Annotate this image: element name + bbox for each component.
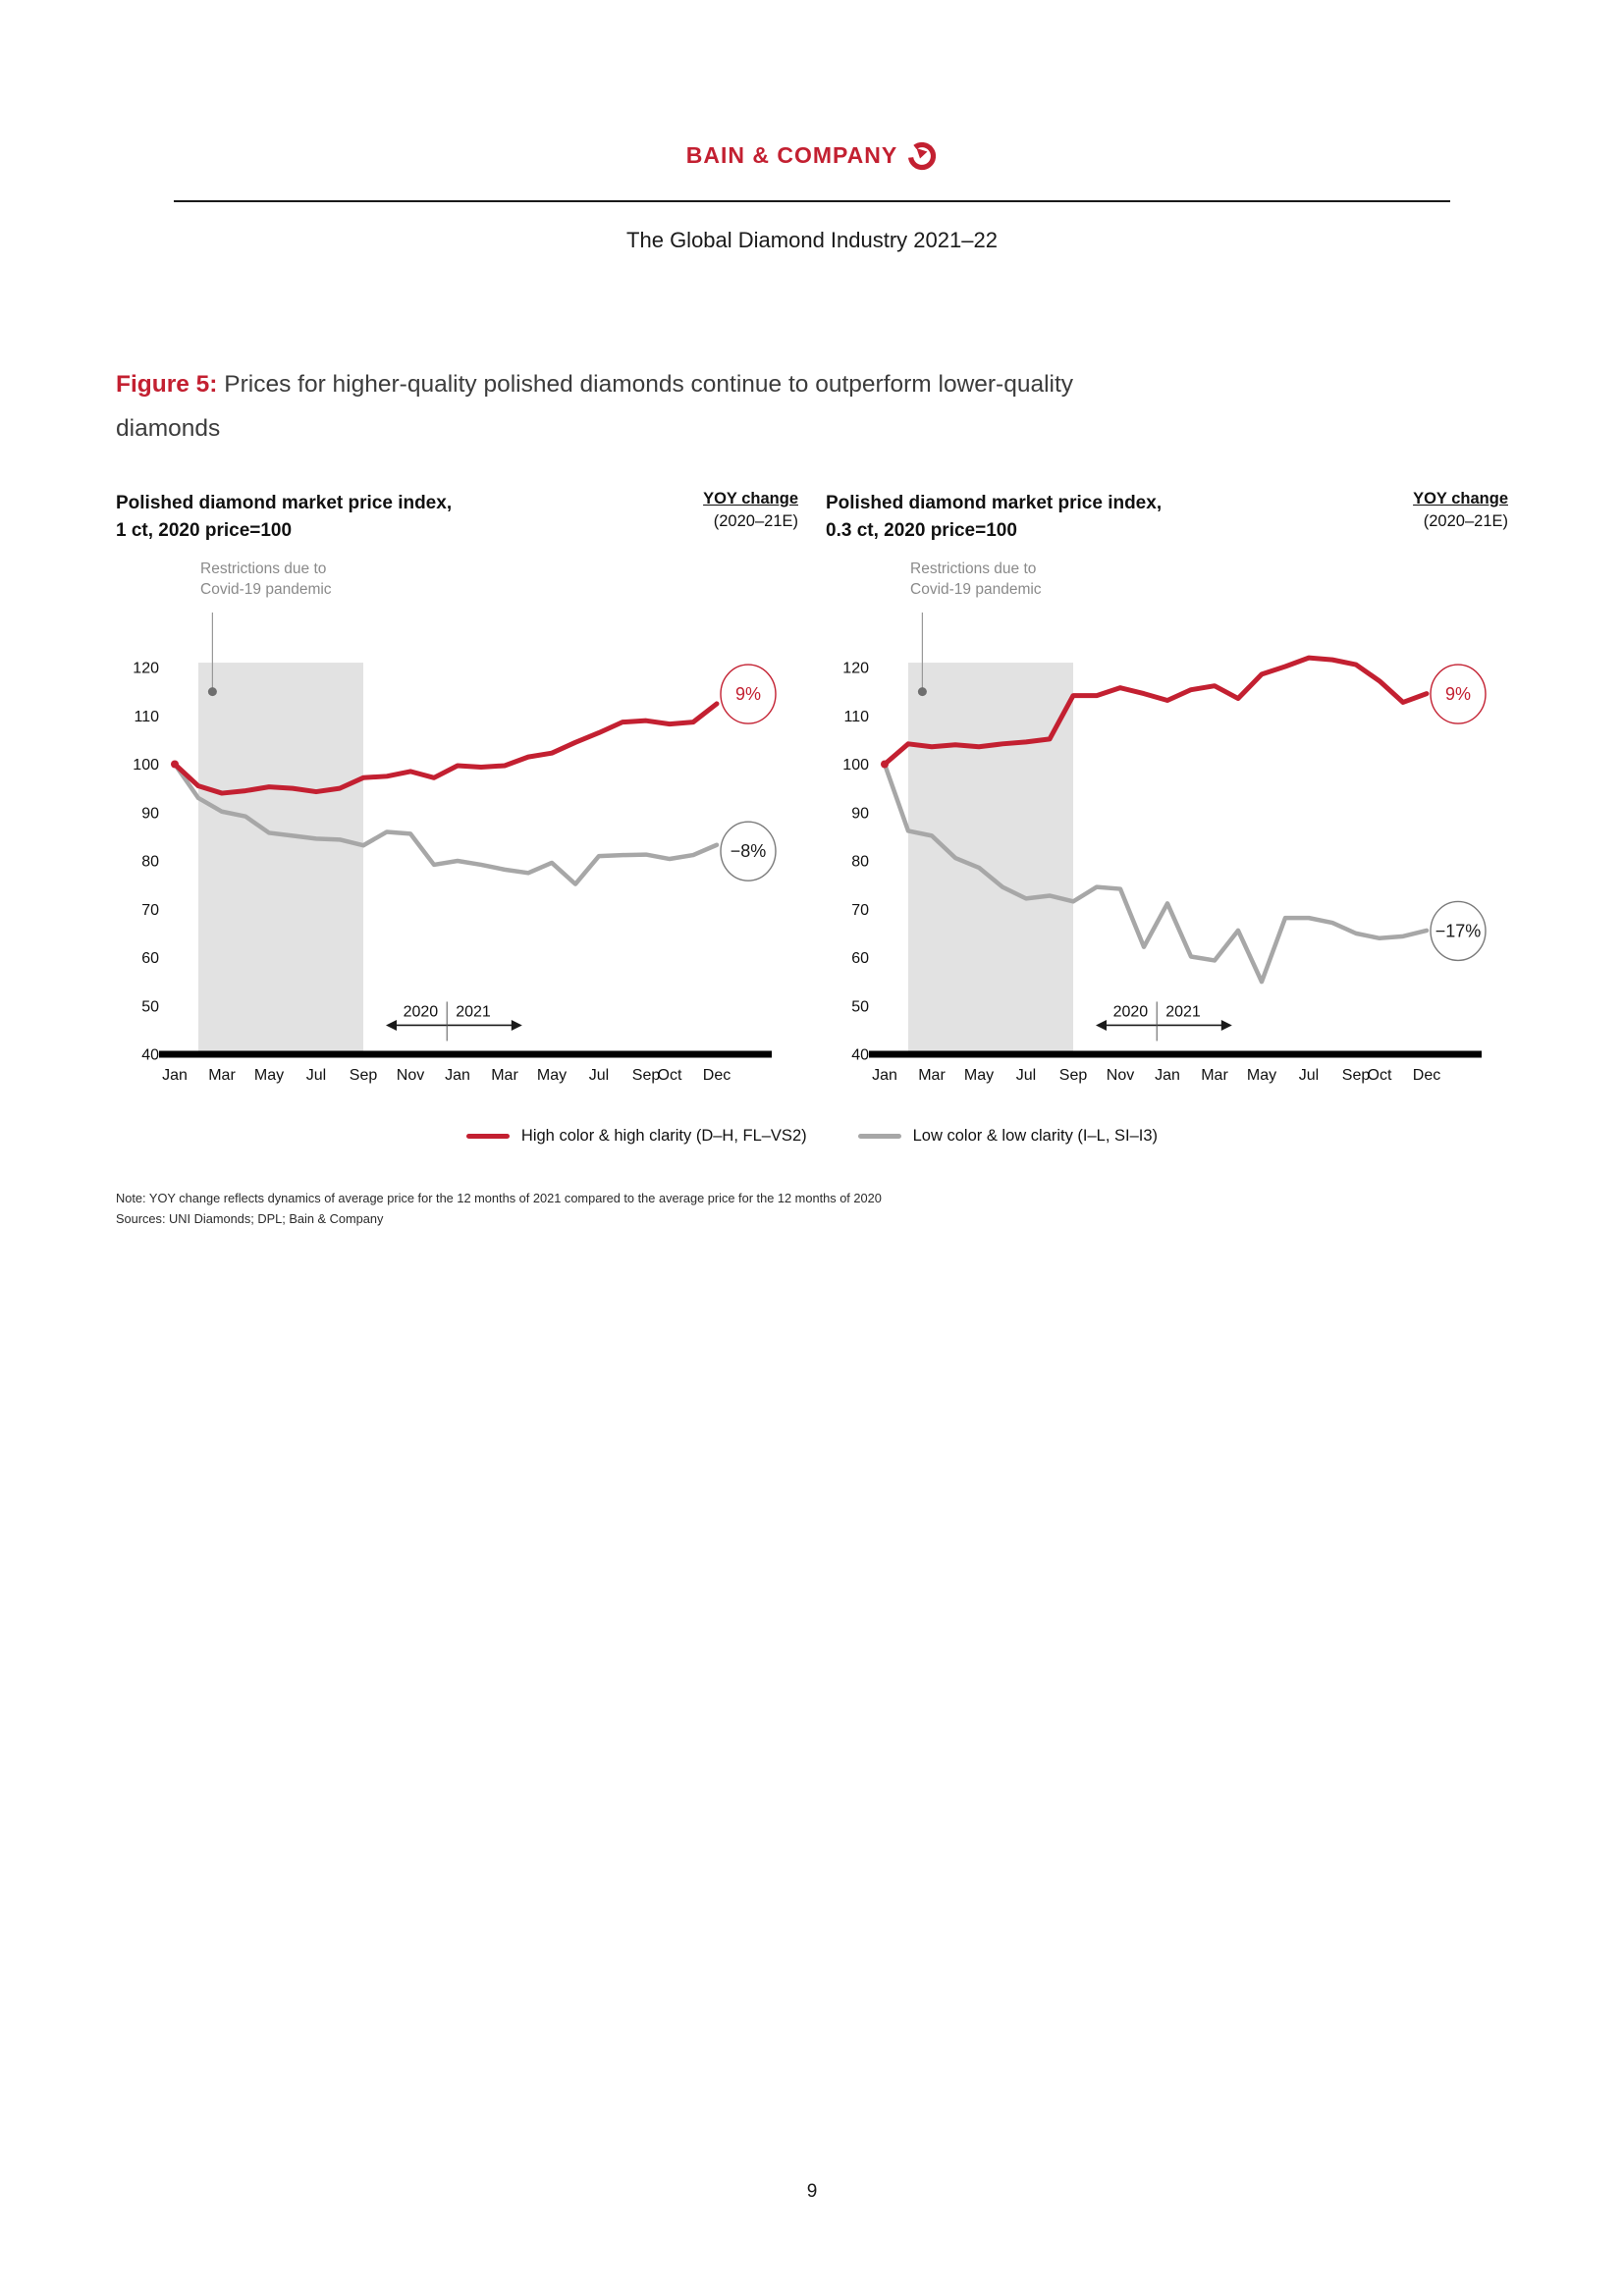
page-header: BAIN & COMPANY The Global Diamond Indust… [0,0,1624,253]
svg-text:Jul: Jul [1016,1067,1036,1084]
svg-text:Sep: Sep [1342,1067,1371,1084]
svg-text:Dec: Dec [703,1067,731,1084]
svg-text:Oct: Oct [1368,1067,1392,1084]
legend-swatch-gray [857,1134,901,1140]
svg-text:Sep: Sep [632,1067,661,1084]
chart-03ct-header: Polished diamond market price index, 0.3… [826,490,1508,544]
legend-item-high: High color & high clarity (D–H, FL–VS2) [465,1127,807,1146]
svg-text:Dec: Dec [1413,1067,1440,1084]
svg-text:60: 60 [141,950,159,967]
chart-1ct-plot: 40 50 60 70 80 90 100 110 120 Jan Mar May Jul Sep Nov J… [133,613,777,1084]
svg-text:Jan: Jan [445,1067,470,1084]
chart-03ct-title: Polished diamond market price index, 0.3… [826,493,1163,541]
legend-item-low: Low color & low clarity (I–L, SI–I3) [857,1127,1159,1146]
svg-text:Jul: Jul [306,1067,326,1084]
yoy-change-label: YOY change [703,490,798,508]
chart-1ct: Polished diamond market price index, 1 c… [116,490,798,1094]
svg-text:2021: 2021 [456,1004,491,1021]
legend-label-low: Low color & low clarity (I–L, SI–I3) [912,1127,1159,1146]
yoy-change-period: (2020–21E) [713,512,798,531]
svg-text:110: 110 [134,709,159,725]
chart-03ct: Polished diamond market price index, 0.3… [826,490,1508,1094]
svg-text:Nov: Nov [1107,1067,1134,1084]
svg-text:70: 70 [141,902,159,919]
page-number: 9 [806,2181,818,2202]
covid-annotation: Restrictions due to Covid-19 pandemic [200,561,332,598]
svg-text:May: May [964,1067,994,1084]
svg-text:110: 110 [843,709,869,725]
svg-text:Jan: Jan [1155,1067,1180,1084]
svg-text:2020: 2020 [1113,1004,1149,1021]
svg-text:Mar: Mar [918,1067,946,1084]
svg-text:Mar: Mar [208,1067,236,1084]
svg-text:2021: 2021 [1165,1004,1201,1021]
figure-5: Figure 5: Prices for higher-quality poli… [116,363,1508,1229]
figure-title-text: Prices for higher-quality polished diamo… [217,371,1074,398]
svg-text:50: 50 [851,999,869,1016]
svg-text:Nov: Nov [397,1067,424,1084]
brand-text: BAIN & COMPANY [685,141,898,168]
svg-text:May: May [537,1067,567,1084]
svg-text:120: 120 [133,661,159,677]
svg-text:Jul: Jul [589,1067,609,1084]
svg-text:100: 100 [842,757,869,774]
svg-text:Sep: Sep [1059,1067,1088,1084]
svg-text:100: 100 [133,757,159,774]
figure-title: Figure 5: Prices for higher-quality poli… [116,363,1508,451]
svg-text:90: 90 [141,806,159,823]
charts-row: Polished diamond market price index, 1 c… [116,490,1508,1094]
yoy-change-period: (2020–21E) [1423,512,1508,531]
svg-text:−8%: −8% [731,841,767,861]
svg-text:70: 70 [851,902,869,919]
svg-text:120: 120 [842,661,869,677]
chart-1ct-title: Polished diamond market price index, 1 c… [116,493,453,541]
figure-title-line2: diamonds [116,414,221,442]
svg-text:80: 80 [851,854,869,871]
sources-text: Sources: UNI Diamonds; DPL; Bain & Compa… [116,1210,384,1226]
svg-text:Jan: Jan [162,1067,188,1084]
chart-03ct-yoy: YOY change (2020–21E) [1413,490,1508,531]
svg-text:2020: 2020 [404,1004,439,1021]
svg-text:Sep: Sep [350,1067,378,1084]
svg-text:90: 90 [851,806,869,823]
svg-text:−17%: −17% [1435,922,1482,941]
svg-text:Oct: Oct [658,1067,682,1084]
legend-label-high: High color & high clarity (D–H, FL–VS2) [520,1127,807,1146]
chart-1ct-yoy: YOY change (2020–21E) [703,490,798,531]
brand-logo: BAIN & COMPANY [0,139,1624,171]
svg-text:Jan: Jan [872,1067,897,1084]
svg-text:May: May [254,1067,284,1084]
svg-text:9%: 9% [1445,684,1471,704]
note-text: Note: YOY change reflects dynamics of av… [116,1191,882,1206]
svg-text:Mar: Mar [491,1067,518,1084]
svg-text:Jul: Jul [1299,1067,1319,1084]
svg-text:9%: 9% [735,684,761,704]
svg-text:Mar: Mar [1201,1067,1228,1084]
footnotes: Note: YOY change reflects dynamics of av… [116,1189,1508,1229]
svg-text:40: 40 [141,1047,159,1064]
covid-annotation: Restrictions due to Covid-19 pandemic [910,561,1042,598]
doc-title: The Global Diamond Industry 2021–22 [626,228,998,252]
figure-label: Figure 5: [116,371,218,398]
chart-1ct-header: Polished diamond market price index, 1 c… [116,490,798,544]
svg-text:40: 40 [851,1047,869,1064]
brand-compass-icon [906,139,938,171]
svg-text:50: 50 [141,999,159,1016]
legend: High color & high clarity (D–H, FL–VS2) … [116,1127,1508,1146]
svg-text:May: May [1247,1067,1276,1084]
header-divider [174,200,1450,202]
svg-text:80: 80 [141,854,159,871]
svg-text:60: 60 [851,950,869,967]
legend-swatch-red [465,1134,510,1140]
yoy-change-label: YOY change [1413,490,1508,508]
chart-03ct-plot: 40 50 60 70 80 90 100 110 120 Jan Mar May Jul Sep Nov J… [842,613,1487,1084]
